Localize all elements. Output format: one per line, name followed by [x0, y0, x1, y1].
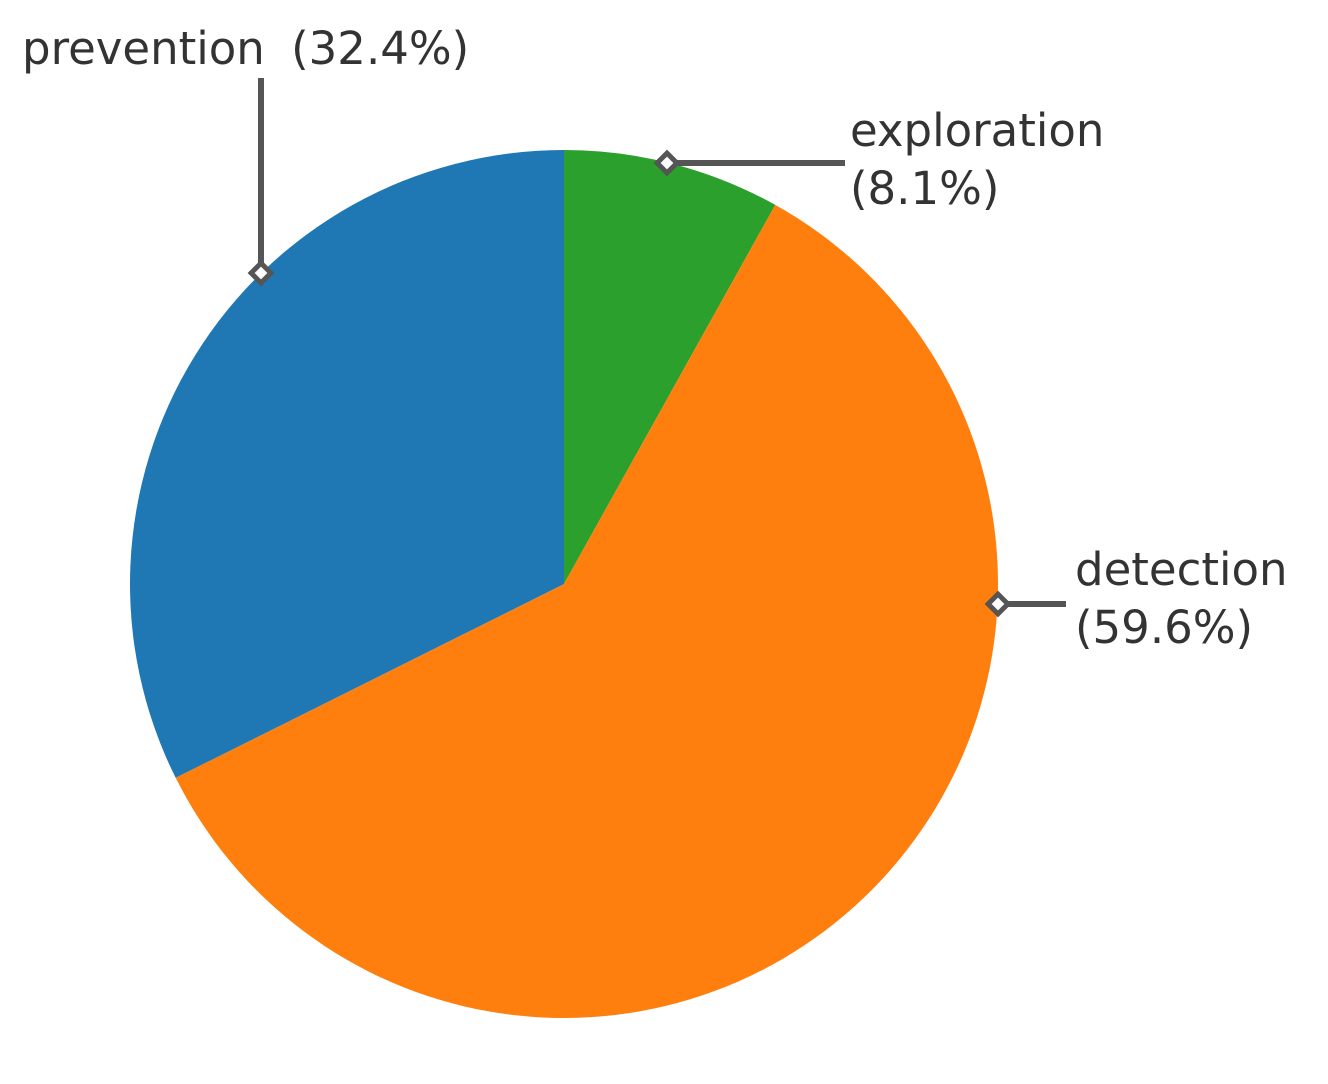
- pie-slice-exploration: [564, 150, 776, 584]
- pie-slices: [129, 150, 999, 1018]
- detection-percent: (59.6%): [1075, 601, 1253, 654]
- detection-label: detection: [1075, 543, 1288, 596]
- prevention-label: prevention (32.4%): [22, 22, 469, 75]
- exploration-percent: (8.1%): [850, 162, 999, 215]
- detection-marker: [984, 590, 1012, 618]
- prevention-marker: [247, 259, 275, 287]
- pie-slice-detection: [175, 204, 999, 1018]
- prevention-percent: (32.4%): [291, 22, 469, 75]
- slice-annotations: exploration (8.1%) detection (59.6%) pre…: [22, 22, 1288, 654]
- pie-slice-prevention: [129, 150, 564, 778]
- exploration-marker: [653, 149, 681, 177]
- exploration-label: exploration: [850, 104, 1104, 157]
- prevention-name: prevention: [22, 22, 265, 75]
